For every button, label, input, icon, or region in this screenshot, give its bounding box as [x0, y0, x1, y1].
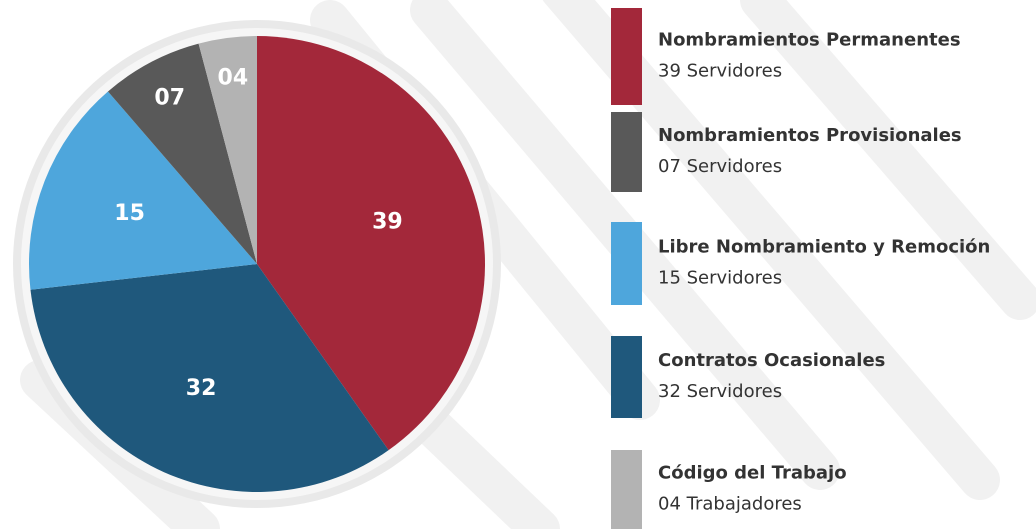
legend-detail: 39 Servidores: [658, 61, 782, 82]
legend-swatch: [611, 8, 642, 105]
pie-slice: [198, 36, 257, 264]
data-label: 15: [114, 201, 145, 226]
legend-title: Contratos Ocasionales: [658, 350, 885, 371]
legend-swatch: [611, 222, 642, 305]
legend-title: Código del Trabajo: [658, 463, 847, 484]
data-label: 04: [218, 66, 249, 91]
legend-detail: 32 Servidores: [658, 381, 782, 402]
pie-slice: [30, 264, 389, 492]
pie-slice: [29, 91, 258, 290]
pie-slice: [257, 36, 485, 451]
legend: Nombramientos Permanentes 39 Servidores No…: [611, 8, 990, 529]
legend-detail: 15 Servidores: [658, 268, 782, 289]
legend-swatch: [611, 336, 642, 418]
legend-swatch: [611, 450, 642, 529]
pie: 39 32 15 07 04: [29, 36, 485, 492]
legend-swatch: [611, 112, 642, 192]
data-label: 07: [154, 86, 185, 111]
legend-title: Nombramientos Permanentes: [658, 30, 961, 51]
data-label: 32: [186, 376, 217, 401]
legend-detail: 04 Trabajadores: [658, 494, 802, 515]
legend-title: Libre Nombramiento y Remoción: [658, 237, 990, 258]
pie-slice: [107, 43, 257, 265]
legend-title: Nombramientos Provisionales: [658, 125, 962, 146]
legend-detail: 07 Servidores: [658, 156, 782, 177]
data-label: 39: [372, 210, 403, 235]
